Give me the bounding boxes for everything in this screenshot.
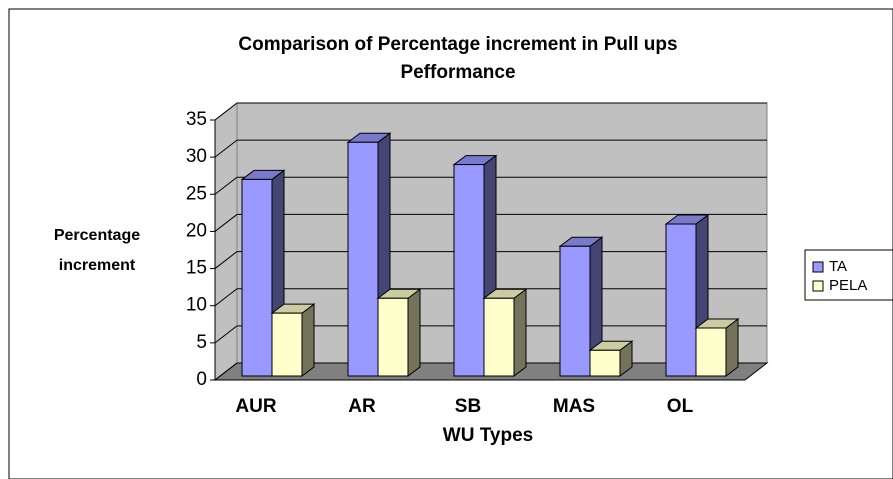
y-tick-label: 10 [186, 295, 207, 316]
grid-line [214, 214, 238, 232]
y-tick-label: 0 [196, 369, 207, 390]
x-tick-label: OL [667, 396, 694, 417]
grid-line [214, 288, 238, 307]
y-tick-label: 25 [186, 183, 207, 204]
x-tick-label: AUR [235, 396, 276, 417]
bar [483, 297, 515, 377]
x-tick-label: MAS [553, 396, 595, 417]
x-axis-label: WU Types [443, 425, 533, 446]
bar [695, 327, 727, 377]
legend-label: TA [829, 258, 847, 275]
x-tick-label: AR [348, 396, 376, 417]
bar [559, 245, 591, 377]
bar [589, 349, 621, 377]
bar [241, 178, 273, 377]
grid-line [214, 176, 238, 195]
grid-line [214, 362, 238, 381]
y-tick-label: 20 [186, 220, 207, 241]
bar [271, 312, 303, 377]
x-tick-label: SB [455, 396, 481, 417]
y-axis-label: increment [59, 257, 136, 274]
grid-line [214, 325, 238, 344]
bar-side [725, 318, 739, 377]
bar-side [301, 303, 315, 377]
bar-side [513, 288, 527, 377]
chart-title: Comparison of Percentage increment in Pu… [238, 34, 677, 55]
legend-swatch [812, 261, 824, 273]
legend-swatch [812, 280, 824, 292]
grid-line [214, 251, 238, 269]
y-axis-label: Percentage [54, 227, 140, 244]
bar [377, 297, 409, 377]
y-tick-label: 30 [186, 146, 207, 167]
bar-side [407, 288, 421, 377]
bar [665, 223, 697, 377]
y-tick-label: 15 [186, 258, 207, 279]
y-tick-label: 35 [186, 109, 207, 130]
grid-line [214, 102, 238, 121]
y-tick-label: 5 [196, 332, 207, 353]
grid-line [214, 139, 238, 158]
legend-label: PELA [829, 277, 867, 294]
bar [453, 164, 485, 377]
chart-title: Pefformance [400, 62, 515, 83]
side-wall [214, 101, 238, 382]
legend [804, 249, 893, 301]
bar [347, 141, 379, 377]
